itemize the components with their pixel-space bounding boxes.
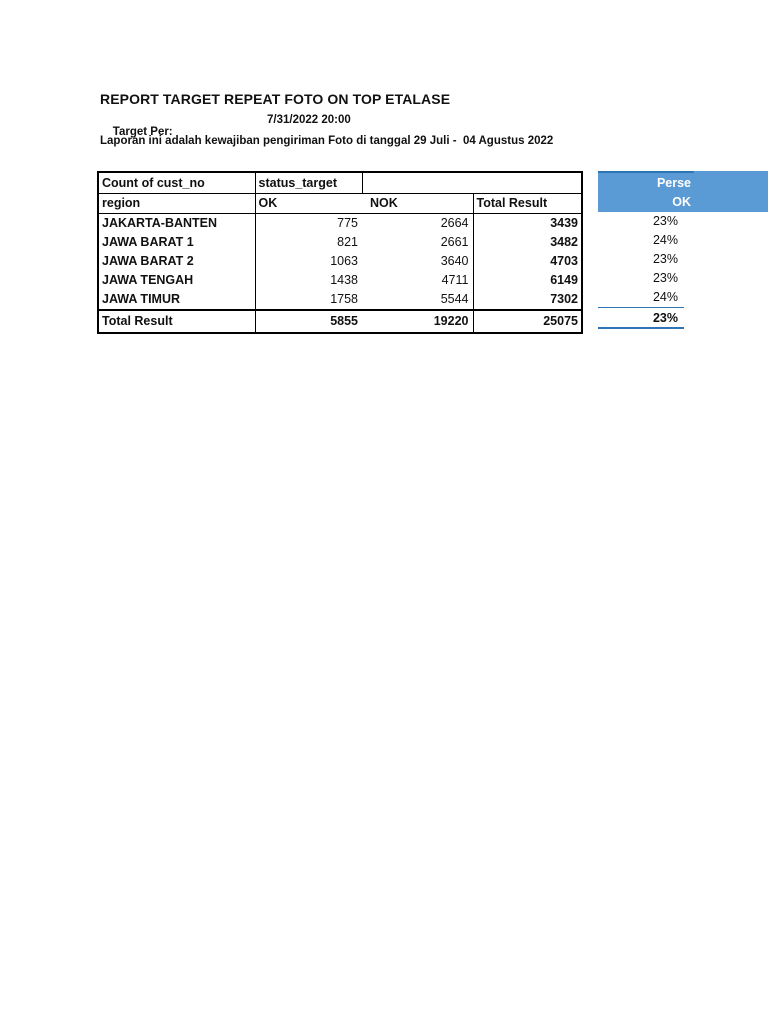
table-row: JAKARTA-BANTEN 775 2664 3439 xyxy=(98,213,582,233)
total-result-row: Total Result 5855 19220 25075 xyxy=(98,309,582,333)
nok-header: NOK xyxy=(362,193,473,214)
total-cell: 3482 xyxy=(472,233,582,252)
percentage-column: Perse OK 23% 24% 23% 23% 24% 23% xyxy=(598,171,768,329)
nok-cell: 3640 xyxy=(440,254,469,268)
nok-cell: 2661 xyxy=(440,235,469,249)
ok-cell: 821 xyxy=(337,235,358,249)
percentage-value: 23% xyxy=(652,271,678,285)
pivot-header-row-1: Count of cust_no status_target xyxy=(98,172,582,194)
percentage-total: 23% xyxy=(598,307,684,329)
ok-header: OK xyxy=(255,193,362,214)
ok-cell: 1063 xyxy=(330,254,358,268)
nok-cell: 4711 xyxy=(441,273,469,287)
total-cell: 4703 xyxy=(472,252,582,271)
pivot-table: Count of cust_no status_target region OK… xyxy=(97,171,583,334)
nok-cell: 2664 xyxy=(440,216,469,230)
percentage-header: Perse OK xyxy=(598,171,768,212)
pivot-header-row-2: region OK NOK Total Result xyxy=(98,193,582,214)
region-cell: JAWA BARAT 2 xyxy=(98,252,256,271)
region-cell: JAKARTA-BANTEN xyxy=(98,213,256,233)
total-row-total: 25075 xyxy=(472,309,582,333)
percentage-header-line2: OK xyxy=(672,195,691,209)
table-row: JAWA TIMUR 1758 5544 7302 xyxy=(98,290,582,310)
percentage-value: 24% xyxy=(652,233,678,247)
table-row: JAWA TENGAH 1438 4711 6149 xyxy=(98,271,582,290)
count-of-cust-no-header: Count of cust_no xyxy=(98,172,256,194)
report-description: Laporan ini adalah kewajiban pengiriman … xyxy=(100,135,554,147)
region-cell: JAWA TIMUR xyxy=(98,290,256,310)
total-cell: 7302 xyxy=(472,290,582,310)
percentage-value: 23% xyxy=(652,214,678,228)
ok-cell: 1758 xyxy=(330,292,358,306)
table-row: JAWA BARAT 1 821 2661 3482 xyxy=(98,233,582,252)
percentage-header-line1: Perse xyxy=(656,176,691,190)
status-target-header: status_target xyxy=(255,172,363,194)
total-row-nok: 19220 xyxy=(362,309,473,333)
percentage-values: 23% 24% 23% 23% 24% xyxy=(598,212,684,307)
target-per-label: Target Per: xyxy=(112,126,173,138)
region-cell: JAWA TENGAH xyxy=(98,271,256,290)
empty-header-cell xyxy=(362,172,582,194)
total-row-label: Total Result xyxy=(98,309,256,333)
total-row-ok: 5855 xyxy=(255,309,362,333)
percentage-header-label: Perse OK xyxy=(598,171,694,212)
target-per-line: Target Per: 7/31/2022 20:00 xyxy=(100,114,351,162)
percentage-value: 24% xyxy=(652,290,678,304)
region-cell: JAWA BARAT 1 xyxy=(98,233,256,252)
region-header: region xyxy=(98,193,256,214)
total-cell: 3439 xyxy=(472,213,582,233)
percentage-value: 23% xyxy=(652,252,678,266)
report-title: REPORT TARGET REPEAT FOTO ON TOP ETALASE xyxy=(100,91,451,107)
total-cell: 6149 xyxy=(472,271,582,290)
table-row: JAWA BARAT 2 1063 3640 4703 xyxy=(98,252,582,271)
ok-cell: 775 xyxy=(337,216,358,230)
nok-cell: 5544 xyxy=(440,292,469,306)
total-result-header: Total Result xyxy=(472,193,582,214)
ok-cell: 1438 xyxy=(330,273,358,287)
target-per-value: 7/31/2022 20:00 xyxy=(267,114,351,126)
